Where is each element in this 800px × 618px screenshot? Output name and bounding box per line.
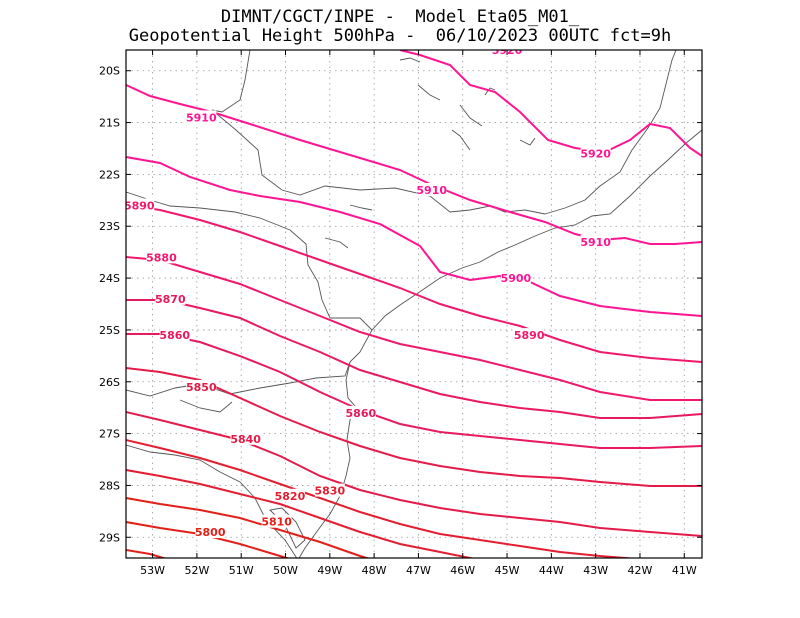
coastline-se bbox=[349, 129, 702, 363]
contour-label: 5820 bbox=[275, 490, 306, 503]
contour-5840 bbox=[126, 411, 702, 537]
coastline bbox=[126, 50, 702, 558]
contour-label: 5840 bbox=[230, 433, 261, 446]
border-sp-mg bbox=[211, 50, 546, 215]
contour-label-bg bbox=[580, 234, 611, 248]
contour-label-bg bbox=[261, 514, 292, 528]
contour-label-bg bbox=[159, 328, 190, 342]
y-tick-label: 27S bbox=[99, 428, 120, 441]
contour-5820 bbox=[126, 469, 476, 558]
contour-label: 5890 bbox=[124, 200, 155, 213]
x-tick-label: 52W bbox=[184, 564, 209, 577]
contour-label-bg bbox=[416, 182, 447, 196]
contour-5800 bbox=[126, 521, 291, 558]
contour-label: 5920 bbox=[580, 148, 611, 161]
x-tick-label: 48W bbox=[362, 564, 387, 577]
contour-5810 bbox=[126, 497, 371, 558]
contour-5910-b bbox=[126, 156, 702, 317]
contour-label: 5800 bbox=[195, 526, 226, 539]
x-tick-label: 49W bbox=[317, 564, 342, 577]
border-mg-rj bbox=[544, 50, 677, 215]
contour-label: 5860 bbox=[159, 329, 190, 342]
title-line-1: DIMNT/CGCT/INPE - Model Eta05_M01_ bbox=[220, 7, 580, 27]
contour-5910-a bbox=[126, 84, 702, 245]
border-pr bbox=[126, 191, 373, 331]
contour-label: 5890 bbox=[514, 329, 545, 342]
x-tick-label: 51W bbox=[229, 564, 254, 577]
x-tick-label: 45W bbox=[495, 564, 520, 577]
y-tick-label: 25S bbox=[99, 324, 120, 337]
y-tick-label: 26S bbox=[99, 376, 120, 389]
y-tick-label: 28S bbox=[99, 479, 120, 492]
contour-label: 5870 bbox=[155, 293, 186, 306]
contour-label-bg bbox=[195, 525, 226, 539]
contour-label-bg bbox=[126, 198, 155, 212]
x-tick-label: 42W bbox=[628, 564, 653, 577]
y-tick-label: 23S bbox=[99, 220, 120, 233]
contour-5830 bbox=[126, 439, 638, 558]
contour-5890 bbox=[126, 204, 702, 363]
x-tick-label: 44W bbox=[539, 564, 564, 577]
plot-frame bbox=[125, 49, 703, 559]
contour-label-bg bbox=[186, 110, 217, 124]
contour-label-bg bbox=[345, 405, 376, 419]
contour-labels: 5920592059105910591059005890589058805870… bbox=[124, 50, 611, 539]
y-tick-label: 29S bbox=[99, 531, 120, 544]
x-tick-label: 50W bbox=[273, 564, 298, 577]
coastline-south bbox=[298, 361, 356, 558]
lat-lon-grid bbox=[126, 50, 702, 558]
title-line-2: Geopotential Height 500hPa - 06/10/2023 … bbox=[128, 26, 672, 46]
y-tick-label: 21S bbox=[99, 117, 120, 130]
border-sc-rs bbox=[126, 361, 351, 397]
contour-label: 5880 bbox=[146, 251, 177, 264]
contour-label-bg bbox=[314, 483, 345, 497]
contour-label-bg bbox=[580, 146, 611, 160]
border-sc-pr bbox=[179, 399, 233, 413]
rivers-mg bbox=[324, 57, 536, 249]
axis-ticks: 53W 52W 51W 50W 49W 48W 47W 46W 45W 44W 43W 42W 41W 2… bbox=[99, 50, 702, 577]
x-tick-label: 41W bbox=[672, 564, 697, 577]
contour-5870 bbox=[126, 299, 702, 419]
y-tick-label: 20S bbox=[99, 65, 120, 78]
contour-5880 bbox=[126, 256, 702, 401]
x-tick-label: 53W bbox=[140, 564, 165, 577]
contour-label-bg bbox=[230, 431, 261, 445]
x-tick-label: 47W bbox=[406, 564, 431, 577]
contour-label-bg bbox=[274, 488, 305, 502]
contour-label: 5910 bbox=[186, 111, 217, 124]
border-rs-uy bbox=[126, 444, 298, 558]
contour-label-bg bbox=[514, 328, 545, 342]
contour-label: 5900 bbox=[501, 272, 532, 285]
contour-5860 bbox=[126, 333, 702, 449]
contour-label: 5860 bbox=[346, 407, 377, 420]
y-tick-label: 22S bbox=[99, 168, 120, 181]
contour-label: 5910 bbox=[580, 236, 611, 249]
contour-label-bg bbox=[500, 271, 531, 285]
contour-label-bg bbox=[146, 250, 177, 264]
contour-5920-a bbox=[399, 50, 702, 157]
contour-label: 5810 bbox=[261, 516, 292, 529]
contour-label: 5850 bbox=[186, 381, 217, 394]
contour-label: 5830 bbox=[315, 485, 346, 498]
contour-label-bg bbox=[155, 291, 186, 305]
contour-label-bg bbox=[186, 379, 217, 393]
y-tick-label: 24S bbox=[99, 272, 120, 285]
x-tick-label: 46W bbox=[450, 564, 475, 577]
x-tick-label: 43W bbox=[583, 564, 608, 577]
contour-lines bbox=[126, 50, 702, 558]
contour-label: 5910 bbox=[416, 184, 447, 197]
contour-5790 bbox=[126, 549, 167, 558]
